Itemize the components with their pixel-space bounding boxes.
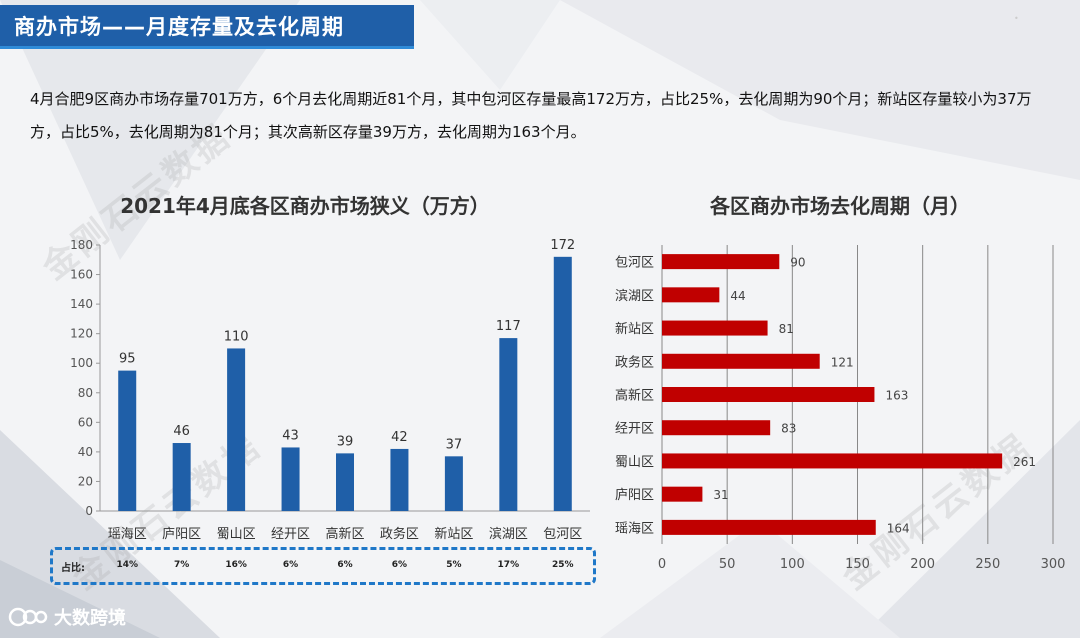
data-label: 164 [887,521,910,535]
bar [662,254,780,270]
bar [662,353,820,369]
bar [118,370,137,511]
x-tick-label: 100 [780,557,805,572]
bar [662,519,876,535]
x-tick-label: 0 [658,557,666,572]
y-tick-label: 140 [70,297,93,311]
y-tick-label: 政务区 [615,354,654,370]
bar [336,453,354,511]
x-tick-label: 250 [975,557,1000,572]
y-tick-label: 100 [70,356,93,370]
y-tick-label: 180 [70,238,93,252]
x-tick-label: 新站区 [434,526,473,542]
data-label: 261 [1013,455,1036,469]
summary-text: 4月合肥9区商办市场存量701万方，6个月去化周期近81个月，其中包河区存量最高… [30,90,1032,141]
bar [662,486,703,502]
y-tick-label: 瑶海区 [615,521,654,536]
x-tick-label: 150 [845,557,870,572]
data-label: 42 [391,430,408,445]
share-value: 16% [225,560,247,570]
share-row: 占比: 14% 7% 16% 6% 6% 6% 5% 17% 25% [50,547,596,585]
x-tick-label: 庐阳区 [162,527,201,542]
x-tick-label: 经开区 [271,527,310,542]
data-label: 46 [173,424,190,439]
y-tick-label: 80 [78,386,93,400]
bar [662,320,768,336]
y-tick-label: 蜀山区 [615,455,654,470]
stock-bar-chart: 0 20 40 60 80 100 120 140 160 180 95 瑶海区 46 庐阳区 110 蜀山区… [70,238,590,542]
data-label: 121 [831,355,854,369]
brand-logo: 大数跨境 [8,604,126,630]
share-value: 6% [337,560,353,570]
page-title: 商办市场——月度存量及去化周期 [0,5,414,49]
data-label: 90 [790,256,805,270]
y-tick-label: 滨湖区 [615,288,654,304]
x-tick-label: 高新区 [325,526,364,542]
x-tick-label: 包河区 [543,527,582,542]
x-tick-label: 政务区 [380,526,419,542]
bar [662,287,720,303]
bar [390,448,409,511]
bar [172,443,191,511]
bar [662,420,771,436]
y-tick-label: 60 [78,415,93,429]
y-tick-label: 0 [85,504,93,518]
share-value: 6% [391,560,408,570]
share-value: 6% [282,560,299,570]
data-label: 83 [781,422,796,436]
data-label: 44 [730,289,745,303]
data-label: 81 [779,322,794,336]
bar [227,348,246,511]
data-label: 172 [550,238,575,253]
share-value: 14% [116,560,138,570]
data-label: 110 [224,329,249,344]
left-chart-title: 2021年4月底各区商办市场狭义（万方） [120,194,490,218]
x-tick-label: 200 [910,557,935,572]
x-tick-label: 300 [1041,557,1066,572]
x-tick-label: 瑶海区 [108,527,147,542]
data-label: 37 [446,437,463,452]
data-label: 95 [119,352,136,367]
share-value: 25% [551,560,574,570]
bar [662,387,875,402]
y-tick-label: 高新区 [615,388,654,404]
decorative-dot: • [1014,14,1019,23]
share-value: 5% [446,560,462,570]
bar [499,338,518,511]
data-label: 43 [282,428,299,443]
y-tick-label: 经开区 [615,422,654,437]
share-value: 17% [497,560,520,570]
data-label: 163 [885,389,908,403]
y-tick-label: 40 [78,445,93,459]
x-tick-label: 滨湖区 [489,526,528,542]
bar [662,453,1003,469]
x-tick-label: 蜀山区 [217,527,256,542]
y-tick-label: 庐阳区 [615,488,654,503]
bar [553,256,572,511]
share-value: 7% [174,560,190,570]
y-tick-label: 160 [70,268,93,282]
y-tick-label: 包河区 [615,256,654,271]
logo-text: 大数跨境 [54,608,126,629]
data-label: 31 [713,488,728,502]
y-tick-label: 20 [78,474,93,488]
right-chart-title: 各区商办市场去化周期（月） [710,194,970,218]
page-title-text: 商办市场——月度存量及去化周期 [14,14,344,39]
bar [444,456,463,511]
data-label: 39 [337,434,354,449]
x-tick-label: 50 [719,557,736,572]
y-tick-label: 新站区 [615,321,654,337]
share-label: 占比: [61,563,85,574]
y-tick-label: 120 [70,327,93,341]
bar [281,447,300,511]
data-label: 117 [496,319,521,334]
absorption-cycle-chart: 0 50 100 150 200 250 300 90 包河区 44 滨湖区 81 新站区 121 政务区 1… [615,245,1066,572]
logo-icon [8,607,48,627]
